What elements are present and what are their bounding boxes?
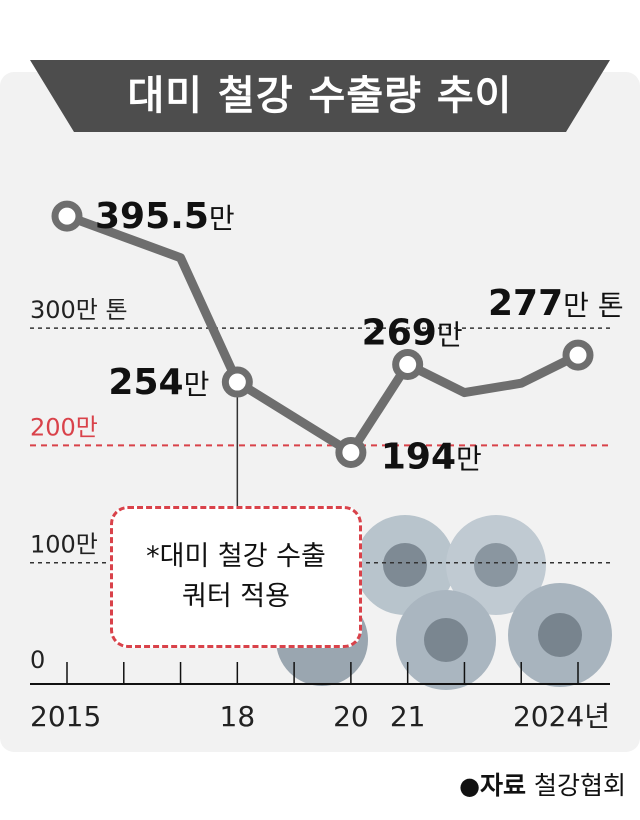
data-label: 269만 xyxy=(362,312,463,353)
bullet-icon: ● xyxy=(459,772,481,800)
quota-annotation: *대미 철강 수출 쿼터 적용 xyxy=(110,506,362,648)
chart-title: 대미 철강 수출량 추이 xyxy=(127,73,513,119)
x-tick-label: 18 xyxy=(220,700,256,733)
x-tick-label: 21 xyxy=(390,700,426,733)
gridline-label: 200만 xyxy=(30,413,98,441)
zero-label: 0 xyxy=(30,646,45,674)
gridline-label: 300만 톤 xyxy=(30,296,128,324)
gridline-label: 100만 xyxy=(30,531,98,559)
data-point xyxy=(562,339,594,371)
data-point xyxy=(335,436,367,468)
annotation-line-1: *대미 철강 수출 xyxy=(146,541,326,572)
data-point xyxy=(51,200,83,232)
data-label: 395.5만 xyxy=(95,196,235,237)
x-tick-label: 2015 xyxy=(30,700,101,733)
data-label: 254만 xyxy=(108,362,209,403)
data-point xyxy=(392,348,424,380)
x-tick-label: 2024년 xyxy=(513,700,610,733)
source-value: 철강협회 xyxy=(533,771,626,800)
title-band xyxy=(30,60,610,132)
line-chart: 300만 톤 200만 100만 0 2015 18 20 21 2024년 395.5만 25… xyxy=(30,196,624,733)
source-credit: ●자료 철강협회 xyxy=(459,766,626,802)
x-tick-label: 20 xyxy=(333,700,369,733)
steel-coils-illustration xyxy=(276,515,612,690)
annotation-line-2: 쿼터 적용 xyxy=(182,581,290,612)
data-label: 194만 xyxy=(381,436,482,477)
data-point xyxy=(221,366,253,398)
series-line xyxy=(62,211,583,457)
data-label: 277만 톤 xyxy=(488,283,624,324)
source-label: 자료 xyxy=(480,771,527,800)
